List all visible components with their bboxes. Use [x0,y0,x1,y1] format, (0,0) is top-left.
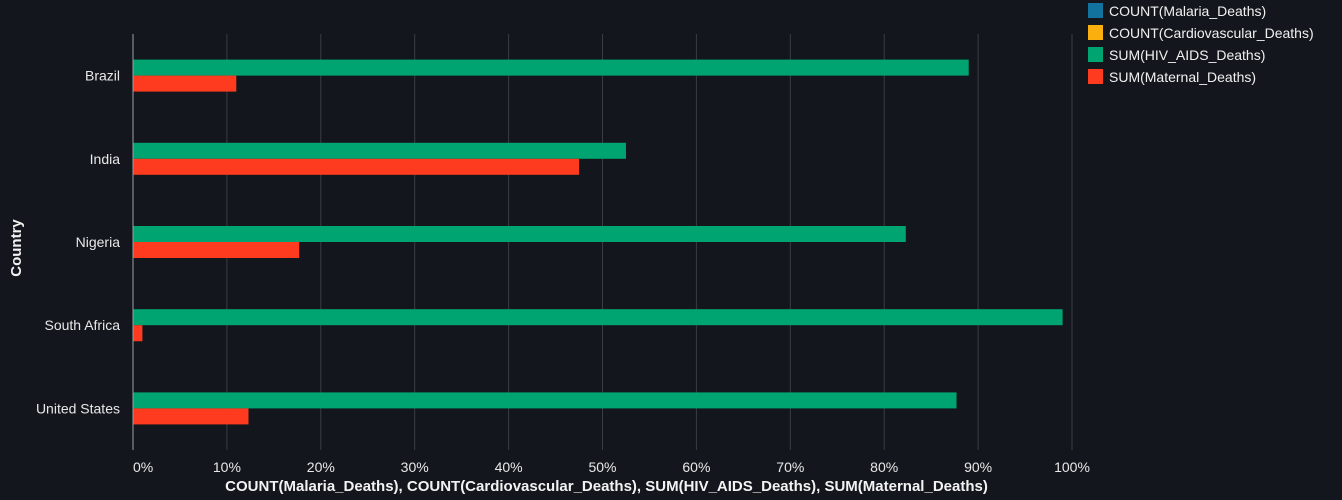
y-tick-label: Nigeria [76,234,121,250]
x-tick-label: 40% [495,459,523,475]
legend-label: SUM(Maternal_Deaths) [1109,69,1256,85]
bar-sum-maternal-deaths-[interactable] [133,75,237,92]
y-tick-label: South Africa [45,317,121,333]
legend-swatch [1088,47,1103,62]
legend-swatch [1088,25,1103,40]
legend-item[interactable]: COUNT(Cardiovascular_Deaths) [1088,25,1314,41]
bar-sum-hiv-aids-deaths-[interactable] [133,142,626,159]
bar-sum-maternal-deaths-[interactable] [133,242,300,258]
legend-item[interactable]: COUNT(Malaria_Deaths) [1088,3,1266,19]
legend-label: SUM(HIV_AIDS_Deaths) [1109,47,1265,63]
legend-label: COUNT(Cardiovascular_Deaths) [1109,25,1314,41]
legend-item[interactable]: SUM(Maternal_Deaths) [1088,69,1256,85]
x-tick-label: 60% [682,459,710,475]
bar-sum-hiv-aids-deaths-[interactable] [133,59,969,76]
x-tick-label: 20% [307,459,335,475]
x-tick-label: 80% [870,459,898,475]
x-axis-title: COUNT(Malaria_Deaths), COUNT(Cardiovascu… [225,478,988,495]
bars [133,59,1063,425]
legend-swatch [1088,3,1103,18]
x-tick-labels: 0% 10% 20% 30% 40% 50% 60% 70% 80% 90% 100% [133,459,1090,475]
x-tick-label: 0% [133,459,153,475]
bar-sum-maternal-deaths-[interactable] [133,158,580,175]
y-tick-labels: Brazil India Nigeria South Africa United Sta… [36,68,120,417]
y-axis-title: Country [8,219,25,277]
x-tick-label: 90% [964,459,992,475]
bar-sum-hiv-aids-deaths-[interactable] [133,392,957,409]
y-tick-label: United States [36,400,120,416]
y-tick-label: Brazil [85,68,120,84]
x-tick-label: 50% [588,459,616,475]
x-tick-label: 30% [401,459,429,475]
bar-sum-hiv-aids-deaths-[interactable] [133,226,906,242]
bar-sum-maternal-deaths-[interactable] [133,408,249,425]
x-tick-label: 100% [1054,459,1090,475]
legend-swatch [1088,69,1103,84]
bar-sum-hiv-aids-deaths-[interactable] [133,309,1063,326]
bar-sum-maternal-deaths-[interactable] [133,325,143,342]
legend-item[interactable]: SUM(HIV_AIDS_Deaths) [1088,47,1265,63]
legend[interactable]: COUNT(Malaria_Deaths) COUNT(Cardiovascula… [1088,3,1314,85]
legend-label: COUNT(Malaria_Deaths) [1109,3,1266,19]
x-tick-label: 10% [213,459,241,475]
x-tick-label: 70% [776,459,804,475]
y-tick-label: India [90,151,121,167]
